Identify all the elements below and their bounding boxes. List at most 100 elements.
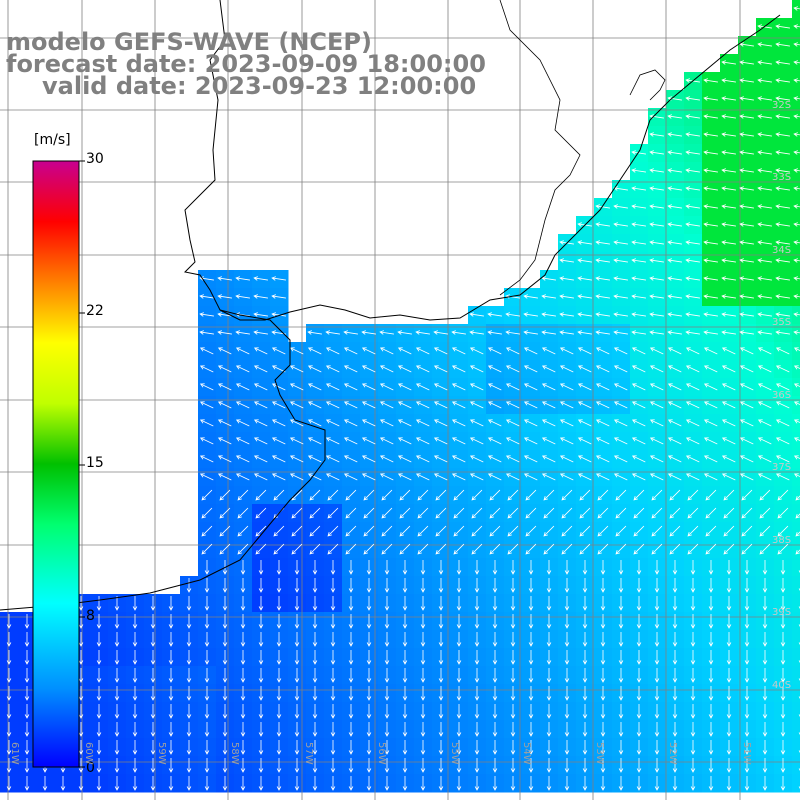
wind-arrow <box>618 686 624 701</box>
wind-arrow <box>703 330 718 335</box>
wind-arrow <box>757 419 772 427</box>
wind-arrow <box>703 419 718 427</box>
wind-arrow <box>253 401 268 409</box>
wind-arrow <box>271 401 286 409</box>
wind-arrow <box>492 740 498 755</box>
wind-arrow <box>397 455 412 463</box>
wind-arrow <box>348 560 354 575</box>
wind-arrow <box>667 276 682 281</box>
wind-arrow <box>685 222 700 227</box>
wind-arrow <box>222 650 228 665</box>
wind-arrow <box>384 776 390 791</box>
wind-arrow <box>217 365 232 373</box>
wind-arrow <box>579 489 591 501</box>
wind-arrow <box>420 686 426 701</box>
wind-arrow <box>600 650 606 665</box>
wind-arrow <box>762 686 768 701</box>
wind-arrow <box>775 401 790 409</box>
wind-arrow <box>132 614 138 629</box>
wind-arrow <box>649 276 664 281</box>
wind-arrow <box>307 365 322 373</box>
wind-arrow <box>595 258 610 263</box>
longitude-label: 59W <box>156 742 167 765</box>
wind-arrow <box>235 365 250 373</box>
wind-arrow <box>795 549 800 555</box>
wind-arrow <box>114 596 120 611</box>
wind-arrow <box>762 740 768 755</box>
wind-arrow <box>258 722 264 737</box>
wind-arrow <box>330 650 336 665</box>
wind-arrow <box>402 668 408 683</box>
wind-arrow <box>78 758 84 773</box>
wind-arrow <box>397 473 412 481</box>
wind-arrow <box>669 489 681 501</box>
wind-arrow <box>636 722 642 737</box>
wind-arrow <box>739 42 754 47</box>
wind-arrow <box>582 686 588 701</box>
wind-arrow <box>564 758 570 773</box>
wind-arrow <box>381 489 393 501</box>
wind-arrow <box>618 776 624 791</box>
wind-arrow <box>793 401 800 406</box>
wind-arrow <box>307 455 322 463</box>
wind-arrow <box>577 276 592 281</box>
wind-arrow <box>78 596 84 611</box>
wind-arrow <box>258 578 264 593</box>
wind-arrow <box>687 507 699 519</box>
wind-arrow <box>615 489 627 501</box>
wind-arrow <box>276 650 282 665</box>
wind-arrow <box>222 722 228 737</box>
wind-arrow <box>96 632 102 647</box>
wind-arrow <box>420 578 426 593</box>
wind-arrow <box>114 704 120 719</box>
wind-arrow <box>168 776 174 791</box>
wind-arrow <box>361 401 376 409</box>
wind-arrow <box>469 312 484 317</box>
wind-arrow <box>397 437 412 445</box>
wind-arrow <box>6 740 12 755</box>
wind-arrow <box>654 668 660 683</box>
wind-arrow <box>510 704 516 719</box>
wind-arrow <box>379 365 394 373</box>
longitude-label: 57W <box>303 742 314 765</box>
wind-arrow <box>505 473 520 481</box>
wind-arrow <box>739 294 754 299</box>
wind-arrow <box>582 650 588 665</box>
wind-arrow <box>294 578 300 593</box>
wind-cell <box>792 486 800 505</box>
wind-arrow <box>795 495 800 501</box>
wind-arrow <box>433 383 448 391</box>
wind-arrow <box>201 507 213 519</box>
wind-arrow <box>456 668 462 683</box>
wind-arrow <box>6 686 12 701</box>
wind-arrow <box>489 525 501 537</box>
wind-arrow <box>325 401 340 409</box>
wind-arrow <box>505 330 520 335</box>
wind-arrow <box>397 365 412 373</box>
wind-arrow <box>417 507 429 519</box>
wind-arrow <box>24 668 30 683</box>
wind-arrow <box>186 596 192 611</box>
wind-arrow <box>759 489 771 501</box>
wind-arrow <box>219 489 231 501</box>
wind-arrow <box>528 704 534 719</box>
wind-cell <box>792 378 800 397</box>
wind-arrow <box>474 614 480 629</box>
wind-arrow <box>600 758 606 773</box>
colorbar-unit: [m/s] <box>34 132 71 148</box>
wind-arrow <box>685 401 700 409</box>
wind-arrow <box>595 437 610 445</box>
wind-arrow <box>723 489 735 501</box>
wind-arrow <box>775 347 790 355</box>
wind-arrow <box>793 150 800 155</box>
wind-arrow <box>201 489 213 501</box>
wind-arrow <box>330 578 336 593</box>
wind-arrow <box>721 240 736 245</box>
wind-arrow <box>667 222 682 227</box>
wind-arrow <box>636 758 642 773</box>
wind-arrow <box>667 132 682 137</box>
wind-arrow <box>510 632 516 647</box>
wind-arrow <box>343 365 358 373</box>
wind-arrow <box>451 330 466 335</box>
wind-arrow <box>307 473 322 481</box>
